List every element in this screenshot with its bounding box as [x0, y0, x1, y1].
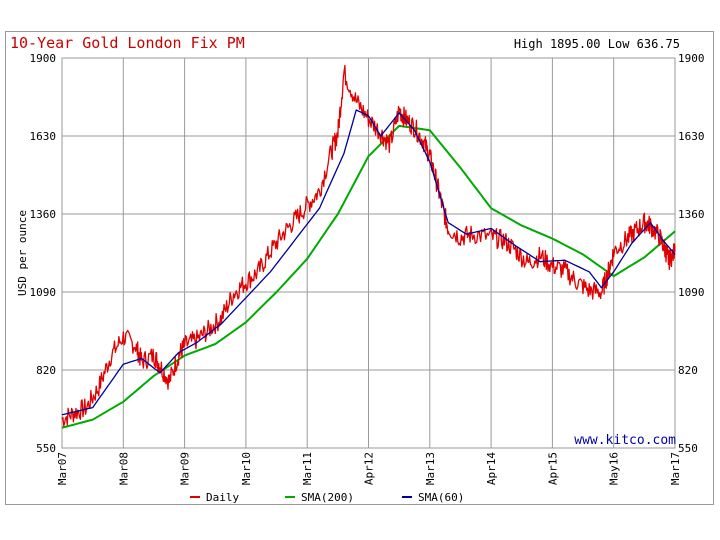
- x-tick-label: Mar13: [424, 452, 437, 485]
- x-tick-labels: Mar07 Mar08 Mar09 Mar10 Mar11 Apr12 Mar13 Apr14…: [56, 452, 682, 485]
- x-tick-label: Mar10: [240, 452, 253, 485]
- x-tick-label: Apr15: [546, 452, 559, 485]
- watermark: www.kitco.com: [574, 433, 676, 448]
- x-tick-label: May16: [608, 452, 621, 485]
- grid-lines: [61, 57, 676, 449]
- y-tick-label-left: 1630: [30, 130, 57, 143]
- sma60-line: [61, 109, 676, 416]
- y-tick-label-left: 820: [36, 364, 56, 377]
- y-tick-label-right: 550: [678, 442, 698, 455]
- x-tick-label: Mar09: [179, 452, 192, 485]
- series-layer: [61, 64, 676, 429]
- legend-label: SMA(60): [418, 491, 464, 504]
- y-tick-label-right: 1900: [678, 52, 705, 65]
- y-tick-labels-right: 550 820 1090 1360 1630 1900: [678, 52, 705, 455]
- y-tick-label-right: 1090: [678, 286, 705, 299]
- legend-label: SMA(200): [301, 491, 354, 504]
- x-tick-label: Apr14: [485, 452, 498, 485]
- x-tick-label: Mar07: [56, 452, 69, 485]
- legend: Daily SMA(200) SMA(60): [190, 491, 464, 504]
- y-tick-label-right: 1360: [678, 208, 705, 221]
- x-tick-label: Mar17: [669, 452, 682, 485]
- y-tick-label-right: 1630: [678, 130, 705, 143]
- x-tick-label: Apr12: [363, 452, 376, 485]
- daily-price-line: [61, 64, 676, 427]
- y-tick-labels-left: 550 820 1090 1360 1630 1900: [30, 52, 57, 455]
- legend-label: Daily: [206, 491, 239, 504]
- y-tick-label-left: 550: [36, 442, 56, 455]
- high-low-label: High 1895.00 Low 636.75: [514, 37, 680, 51]
- x-tick-label: Mar11: [301, 452, 314, 485]
- chart-title: 10-Year Gold London Fix PM: [10, 34, 245, 52]
- y-tick-label-left: 1090: [30, 286, 57, 299]
- y-tick-label-right: 820: [678, 364, 698, 377]
- y-tick-label-left: 1900: [30, 52, 57, 65]
- y-axis-label: USD per ounce: [16, 210, 29, 296]
- y-tick-label-left: 1360: [30, 208, 57, 221]
- x-tick-label: Mar08: [117, 452, 130, 485]
